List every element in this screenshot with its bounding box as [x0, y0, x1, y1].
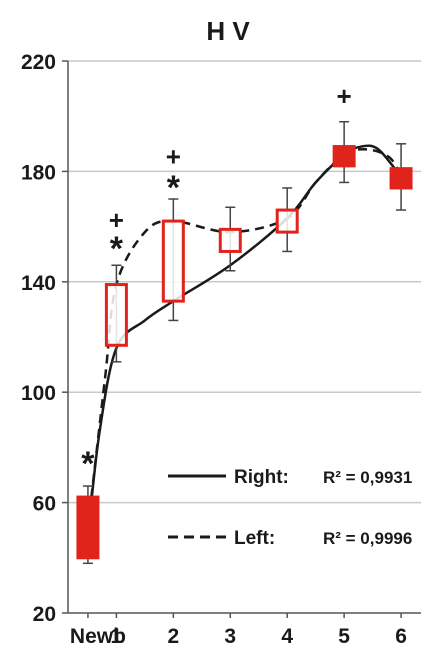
x-tick-label: 4	[281, 625, 293, 648]
y-tick-label: 20	[33, 603, 56, 626]
y-tick-label: 180	[21, 161, 56, 184]
box-2	[163, 221, 183, 301]
legend: Right: R² = 0,9931 Left: R² = 0,9996	[168, 467, 412, 549]
x-tick-label: 6	[395, 625, 407, 648]
box-6	[391, 169, 411, 188]
chart-title: H V	[206, 16, 250, 46]
annotation-mark: +	[337, 81, 352, 111]
box-1	[106, 285, 126, 346]
legend-label: Left:	[234, 528, 275, 549]
legend-label: Right:	[234, 467, 289, 488]
box-3	[220, 229, 240, 251]
legend-r2: R² = 0,9931	[323, 468, 412, 487]
x-tick-label: 1	[111, 625, 123, 648]
x-tick-label: 5	[338, 625, 350, 648]
legend-r2: R² = 0,9996	[323, 529, 412, 548]
y-tick-label: 140	[21, 272, 56, 295]
box-5	[334, 147, 354, 166]
annotation-mark: *	[81, 445, 95, 483]
y-tick-label: 60	[33, 493, 56, 516]
y-tick-label: 100	[21, 382, 56, 405]
grid-lines	[68, 61, 421, 503]
y-tick-label: 220	[21, 51, 56, 74]
x-tick-label: 2	[167, 625, 179, 648]
annotation-mark: *	[167, 169, 181, 207]
box-Newb	[78, 497, 98, 558]
box-4	[277, 210, 297, 232]
x-tick-label: 3	[224, 625, 236, 648]
annotation-mark: +	[166, 142, 181, 172]
annotation-mark: *	[110, 230, 124, 268]
boxes	[78, 122, 411, 564]
